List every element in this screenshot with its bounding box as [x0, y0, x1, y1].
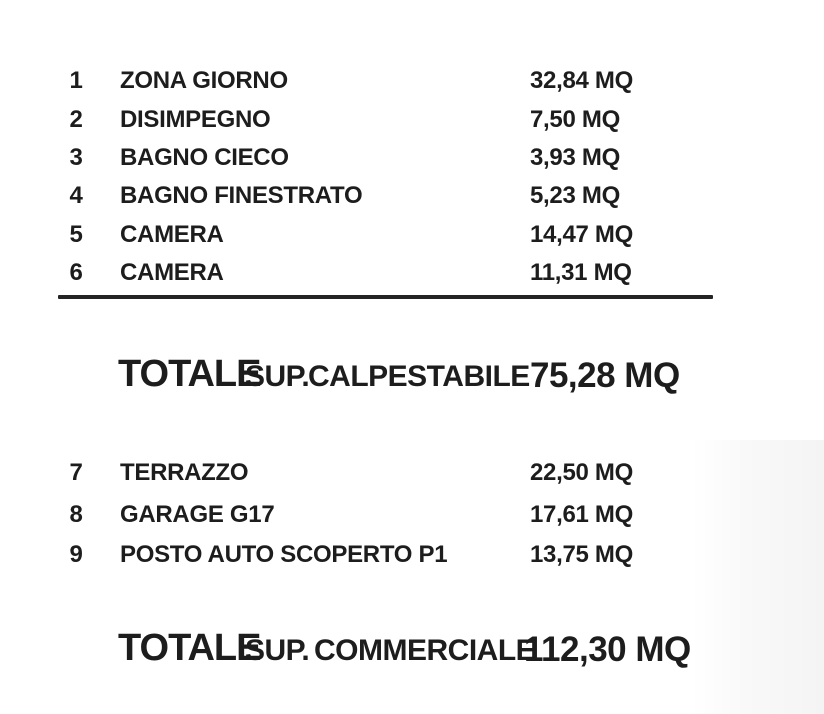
room-label: BAGNO FINESTRATO	[120, 182, 363, 209]
table-row: 9 POSTO AUTO SCOPERTO P1 13,75 MQ	[0, 543, 824, 573]
row-number: 3	[69, 144, 83, 171]
row-number: 2	[69, 106, 83, 133]
table-row: 6 CAMERA 11,31 MQ	[0, 261, 824, 291]
table-row: 4 BAGNO FINESTRATO 5,23 MQ	[0, 184, 824, 214]
room-label: TERRAZZO	[120, 459, 249, 486]
total-category-label: COMMERCIALE	[314, 634, 536, 667]
area-value: 14,47 MQ	[530, 221, 633, 248]
area-value: 5,23 MQ	[530, 182, 620, 209]
table-row: 3 BAGNO CIECO 3,93 MQ	[0, 146, 824, 176]
total-area-value: 75,28 MQ	[530, 356, 680, 395]
divider-line	[58, 295, 713, 299]
total-label: TOTALE	[118, 353, 261, 395]
area-value: 32,84 MQ	[530, 67, 633, 94]
room-label: CAMERA	[120, 221, 224, 248]
area-value: 11,31 MQ	[530, 259, 632, 286]
room-label: DISIMPEGNO	[120, 106, 271, 133]
area-value: 22,50 MQ	[530, 459, 633, 486]
room-label: POSTO AUTO SCOPERTO P1	[120, 541, 448, 568]
row-number: 5	[69, 221, 83, 248]
area-value: 17,61 MQ	[530, 501, 633, 528]
table-row: 7 TERRAZZO 22,50 MQ	[0, 461, 824, 491]
row-number: 7	[69, 459, 83, 486]
total-label: TOTALE	[118, 627, 261, 669]
room-label: CAMERA	[120, 259, 224, 286]
row-number: 4	[69, 182, 83, 209]
row-number: 1	[69, 67, 83, 94]
table-row: 1 ZONA GIORNO 32,84 MQ	[0, 69, 824, 99]
total-sup-label: SUP.	[245, 634, 310, 667]
area-value: 13,75 MQ	[530, 541, 633, 568]
table-row: 5 CAMERA 14,47 MQ	[0, 223, 824, 253]
row-number: 6	[69, 259, 83, 286]
total-sup-label: SUP.	[245, 360, 310, 393]
table-row: 8 GARAGE G17 17,61 MQ	[0, 503, 824, 533]
area-value: 3,93 MQ	[530, 144, 620, 171]
total-area-value: 112,30 MQ	[524, 630, 691, 669]
room-label: ZONA GIORNO	[120, 67, 288, 94]
room-label: GARAGE G17	[120, 501, 275, 528]
row-number: 8	[69, 501, 83, 528]
area-value: 7,50 MQ	[530, 106, 620, 133]
table-row: 2 DISIMPEGNO 7,50 MQ	[0, 108, 824, 138]
row-number: 9	[69, 541, 83, 568]
room-label: BAGNO CIECO	[120, 144, 289, 171]
total-category-label: CALPESTABILE	[308, 360, 530, 393]
